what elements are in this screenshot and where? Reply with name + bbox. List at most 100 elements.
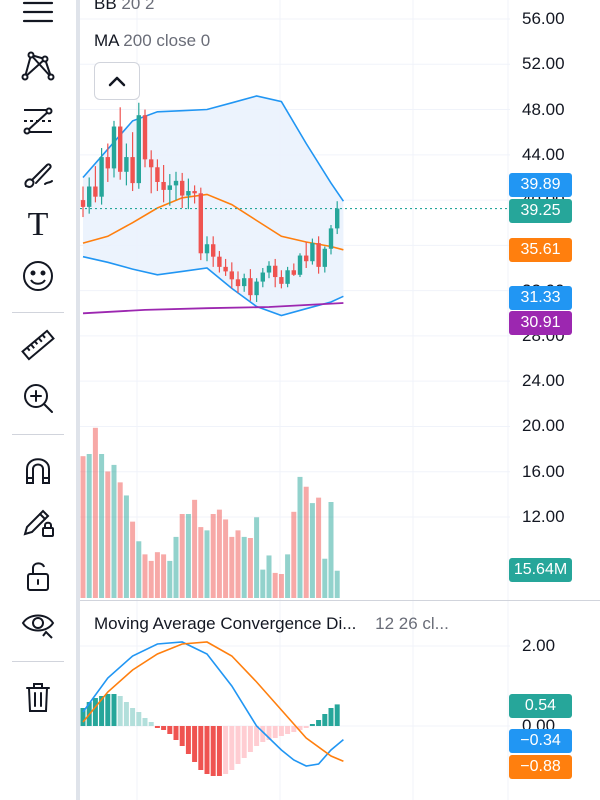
candle-body <box>192 191 197 194</box>
volume-bar <box>278 574 284 598</box>
candle-body <box>149 159 154 168</box>
macd-histogram-bar <box>272 726 278 738</box>
toolbar-separator <box>12 661 64 662</box>
volume-bar <box>80 456 86 598</box>
macd-histogram-bar <box>223 726 229 774</box>
candle-body <box>111 126 117 169</box>
chevron-up-icon <box>108 76 126 87</box>
bb-legend[interactable]: BB 20 2 <box>94 0 155 14</box>
candle-body <box>254 281 259 296</box>
candle-body <box>260 272 265 282</box>
ruler-tool-icon[interactable] <box>14 325 62 365</box>
macd-histogram-bar <box>185 726 191 754</box>
magnet-icon[interactable] <box>14 450 62 490</box>
bb-band-fill <box>83 96 344 316</box>
lock-drawing-icon[interactable] <box>14 503 62 543</box>
menu-lines-icon[interactable] <box>14 0 62 34</box>
candle-body <box>80 200 86 207</box>
chart-canvas[interactable] <box>80 0 600 800</box>
macd-histogram-bar <box>92 698 98 726</box>
volume-bar <box>167 560 173 598</box>
candle-body <box>335 208 340 229</box>
price-axis-tick: 48.00 <box>522 99 565 119</box>
volume-bar <box>334 570 340 598</box>
volume-bar <box>86 454 92 598</box>
macd-histogram-bar <box>229 726 235 770</box>
candle-body <box>279 277 284 284</box>
candle-body <box>297 255 303 275</box>
volume-bar <box>223 519 229 598</box>
macd-histogram-bar <box>210 726 216 776</box>
macd-histogram-bar <box>192 726 198 762</box>
emoji-tool-icon[interactable] <box>14 256 62 296</box>
pattern-tool-icon[interactable] <box>14 46 62 86</box>
candle-body <box>130 157 135 184</box>
volume-bar <box>235 530 241 598</box>
macd-histogram-bar <box>179 726 185 746</box>
volume-bar <box>229 536 235 598</box>
macd-histogram-bar <box>291 726 297 732</box>
eye-icon[interactable] <box>14 605 62 645</box>
volume-bar <box>266 555 272 598</box>
trash-icon[interactable] <box>14 677 62 717</box>
volume-bar <box>136 541 142 598</box>
macd-histogram-bar <box>111 694 117 726</box>
candle-body <box>180 180 185 196</box>
candle-body <box>291 270 296 275</box>
macd-histogram-bar <box>241 726 247 758</box>
macd-legend[interactable]: Moving Average Convergence Di... 12 26 c… <box>94 614 449 634</box>
volume-bar <box>204 530 210 598</box>
fib-tool-icon[interactable] <box>14 101 62 141</box>
volume-bar <box>117 482 123 598</box>
candle-body <box>316 243 321 267</box>
candle-body <box>273 265 278 278</box>
price-value-tag: 39.89 <box>509 173 572 197</box>
unlock-icon[interactable] <box>14 556 62 596</box>
macd-histogram-bar <box>136 712 142 726</box>
volume-bar <box>148 560 154 598</box>
macd-params: 12 26 cl... <box>375 614 449 633</box>
candle-body <box>223 266 228 272</box>
price-value-tag: 35.61 <box>509 238 572 262</box>
text-tool-glyph: T <box>27 206 49 243</box>
toolbar-separator <box>12 312 64 313</box>
price-axis-tick: 44.00 <box>522 144 565 164</box>
volume-bar <box>316 497 322 598</box>
volume-bar <box>322 558 328 598</box>
candle-body <box>304 255 309 262</box>
volume-bar <box>260 569 266 598</box>
volume-bar <box>105 471 111 598</box>
candle-body <box>173 180 179 186</box>
price-axis-tick: 20.00 <box>522 416 565 436</box>
macd-value-tag: −0.88 <box>509 755 572 779</box>
volume-bar <box>154 552 160 598</box>
macd-value-tag: 0.54 <box>509 694 572 718</box>
macd-histogram-bar <box>260 726 266 742</box>
candle-body <box>136 115 141 184</box>
ma-legend[interactable]: MA 200 close 0 <box>94 31 210 51</box>
macd-histogram-bar <box>316 720 322 726</box>
macd-histogram-bar <box>80 708 86 726</box>
volume-bar <box>328 502 334 598</box>
pane-divider[interactable] <box>80 600 600 601</box>
candle-body <box>198 193 203 254</box>
candle-body <box>105 157 110 169</box>
collapse-legend-button[interactable] <box>94 62 140 100</box>
volume-bar <box>309 503 315 598</box>
volume-bar <box>285 554 291 598</box>
macd-histogram-bar <box>266 726 272 740</box>
text-tool-icon[interactable]: T <box>14 205 62 245</box>
macd-histogram-bar <box>167 726 173 734</box>
price-axis-tick: 56.00 <box>522 9 565 28</box>
volume-bar <box>123 495 129 598</box>
candle-body <box>310 243 315 262</box>
candle-body <box>124 157 129 172</box>
brush-tool-icon[interactable] <box>14 155 62 195</box>
volume-bar <box>254 517 260 598</box>
zoom-in-icon[interactable] <box>14 378 62 418</box>
price-axis-tick: 52.00 <box>522 54 565 74</box>
candle-body <box>217 256 222 267</box>
ma-params: 200 close 0 <box>123 31 211 50</box>
volume-bar <box>192 499 198 598</box>
volume-bar <box>198 527 204 598</box>
